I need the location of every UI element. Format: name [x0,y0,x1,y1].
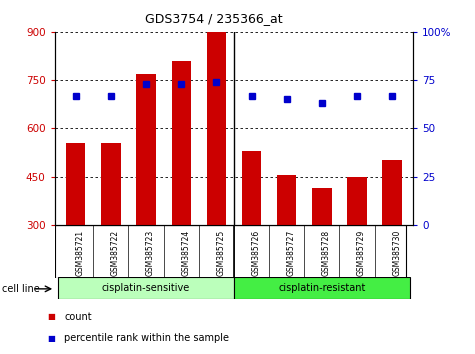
Text: GSM385726: GSM385726 [252,230,260,276]
Bar [136,74,156,225]
Bar [242,151,261,225]
Bar [171,61,191,225]
Text: GSM385727: GSM385727 [287,230,295,276]
Text: GSM385730: GSM385730 [392,230,401,276]
Text: cisplatin-resistant: cisplatin-resistant [278,283,366,293]
Text: GSM385721: GSM385721 [76,230,85,276]
Text: GSM385728: GSM385728 [322,230,331,276]
Text: GSM385723: GSM385723 [146,230,155,276]
Bar [347,177,367,225]
Bar [382,160,402,225]
Text: ■: ■ [48,333,56,343]
Text: GSM385725: GSM385725 [216,230,225,276]
Bar [207,32,226,225]
Bar [101,143,121,225]
Text: count: count [64,312,92,322]
Text: GSM385729: GSM385729 [357,230,366,276]
Text: cisplatin-sensitive: cisplatin-sensitive [102,283,190,293]
Bar [66,143,86,225]
Text: ■: ■ [48,312,56,321]
Bar [234,277,410,299]
Bar [312,188,332,225]
Text: GDS3754 / 235366_at: GDS3754 / 235366_at [145,12,283,25]
Bar [277,175,296,225]
Text: GSM385724: GSM385724 [181,230,190,276]
Text: cell line: cell line [2,284,40,294]
Bar [58,277,234,299]
Text: GSM385722: GSM385722 [111,230,120,276]
Text: percentile rank within the sample: percentile rank within the sample [64,333,229,343]
